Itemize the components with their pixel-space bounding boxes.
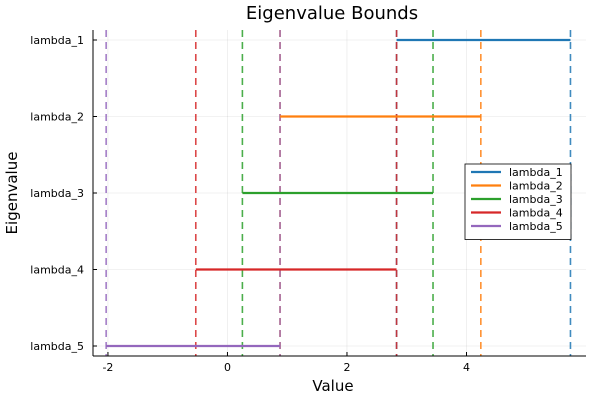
legend-label-lambda_1: lambda_1 xyxy=(509,166,563,179)
y-tick-label-2: lambda_3 xyxy=(30,187,84,200)
x-tick-label-0: -2 xyxy=(102,361,113,374)
x-tick-label-3: 4 xyxy=(463,361,470,374)
legend-label-lambda_4: lambda_4 xyxy=(509,207,563,220)
x-axis-title: Value xyxy=(312,377,353,395)
legend-label-lambda_5: lambda_5 xyxy=(509,220,563,233)
x-tick-label-1: 0 xyxy=(224,361,231,374)
y-tick-label-0: lambda_1 xyxy=(30,34,84,47)
axes: -2 0 2 4lambda_1lambda_2lambda_3lambda_4lam… xyxy=(30,30,586,374)
y-axis-title: Eigenvalue xyxy=(3,152,21,235)
chart-title: Eigenvalue Bounds xyxy=(246,3,418,24)
y-tick-label-4: lambda_5 xyxy=(30,340,84,353)
y-tick-label-3: lambda_4 xyxy=(30,264,84,277)
legend-label-lambda_3: lambda_3 xyxy=(509,193,563,206)
x-tick-label-2: 2 xyxy=(343,361,350,374)
legend-label-lambda_2: lambda_2 xyxy=(509,180,563,193)
y-tick-label-1: lambda_2 xyxy=(30,111,84,124)
bound-segments xyxy=(106,38,571,348)
